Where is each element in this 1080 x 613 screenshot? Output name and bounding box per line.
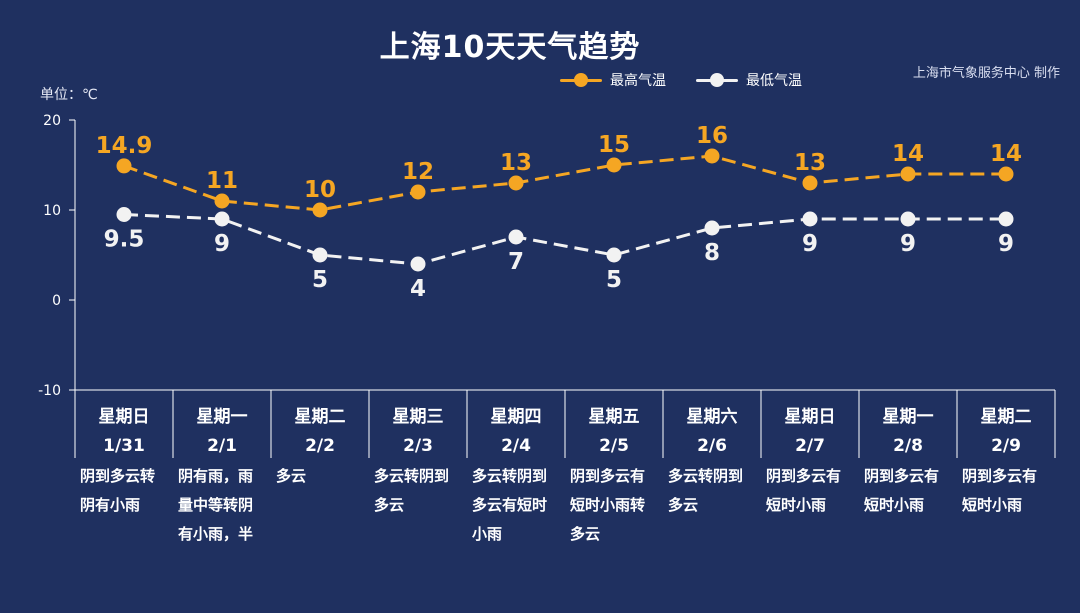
low-temp-label: 9 bbox=[802, 231, 818, 257]
low-temp-label: 9 bbox=[214, 231, 230, 257]
weather-description: 阴到多云有短时小雨 bbox=[962, 467, 1038, 514]
weather-description: 阴到多云转阴有小雨 bbox=[80, 467, 156, 514]
low-temp-label: 7 bbox=[508, 249, 524, 275]
high-temp-point bbox=[900, 166, 916, 182]
high-temp-label: 14 bbox=[892, 141, 924, 167]
high-temp-label: 15 bbox=[598, 132, 630, 158]
y-tick-label: 0 bbox=[52, 293, 61, 309]
legend-item-high: 最高气温 bbox=[560, 70, 666, 90]
credit-text: 上海市气象服务中心 制作 bbox=[912, 66, 1060, 81]
x-tick-weekday: 星期一 bbox=[197, 407, 248, 427]
low-temp-point bbox=[900, 211, 916, 227]
y-tick-label: 10 bbox=[43, 203, 61, 219]
high-temp-label: 12 bbox=[402, 159, 434, 185]
high-temp-label: 16 bbox=[696, 123, 728, 149]
y-tick-label: 20 bbox=[43, 113, 61, 129]
low-temp-label: 4 bbox=[410, 276, 426, 302]
weather-description: 阴到多云有短时小雨 bbox=[766, 467, 842, 514]
low-temp-label: 8 bbox=[704, 240, 720, 266]
weather-description: 多云 bbox=[276, 467, 307, 485]
x-tick-weekday: 星期日 bbox=[99, 407, 150, 427]
weather-description: 阴有雨，雨量中等转阴有小雨，半 bbox=[178, 467, 254, 543]
weather-description: 多云转阴到多云有短时小雨 bbox=[472, 467, 548, 543]
high-temp-line bbox=[123, 154, 1006, 212]
high-temp-label: 14 bbox=[990, 141, 1022, 167]
weather-description: 阴到多云有短时小雨 bbox=[864, 467, 940, 514]
high-temp-point bbox=[998, 166, 1014, 182]
high-temp-point bbox=[214, 193, 230, 209]
x-tick-weekday: 星期六 bbox=[687, 406, 738, 427]
x-tick-weekday: 星期一 bbox=[883, 407, 934, 427]
y-tick-label: -10 bbox=[38, 383, 61, 399]
x-tick-date: 2/5 bbox=[599, 436, 629, 456]
high-temp-label: 11 bbox=[206, 168, 238, 194]
high-temp-point bbox=[606, 157, 622, 173]
low-temp-label: 9 bbox=[998, 231, 1014, 257]
x-tick-weekday: 星期日 bbox=[785, 407, 836, 427]
low-temp-label: 9.5 bbox=[104, 227, 145, 253]
low-temp-point bbox=[998, 211, 1014, 227]
weather-description: 阴到多云有短时小雨转多云 bbox=[570, 467, 646, 543]
low-temp-point bbox=[802, 211, 818, 227]
legend-low-label: 最低气温 bbox=[746, 73, 802, 89]
legend-high-swatch bbox=[560, 73, 602, 87]
x-tick-date: 2/7 bbox=[795, 436, 825, 456]
chart-title: 上海10天天气趋势 bbox=[379, 30, 641, 65]
x-tick-date: 1/31 bbox=[103, 436, 145, 456]
x-tick-date: 2/8 bbox=[893, 436, 923, 456]
low-temp-point bbox=[312, 247, 328, 263]
x-tick-weekday: 星期四 bbox=[491, 407, 542, 427]
legend-high-label: 最高气温 bbox=[610, 73, 666, 89]
legend-item-low: 最低气温 bbox=[696, 70, 802, 90]
x-tick-date: 2/2 bbox=[305, 436, 335, 456]
high-temp-point bbox=[410, 184, 426, 200]
high-temp-label: 10 bbox=[304, 177, 336, 203]
low-temp-label: 9 bbox=[900, 231, 916, 257]
low-temp-point bbox=[606, 247, 622, 263]
x-tick-date: 2/6 bbox=[697, 436, 727, 456]
unit-label: 单位：℃ bbox=[40, 87, 98, 103]
x-tick-weekday: 星期二 bbox=[981, 407, 1032, 427]
low-temp-label: 5 bbox=[606, 267, 622, 293]
high-temp-label: 13 bbox=[500, 150, 532, 176]
x-tick-date: 2/3 bbox=[403, 436, 433, 456]
high-temp-label: 14.9 bbox=[96, 133, 153, 159]
low-temp-line bbox=[123, 213, 1006, 266]
low-temp-label: 5 bbox=[312, 267, 328, 293]
high-temp-point bbox=[116, 158, 132, 174]
legend-low-swatch bbox=[696, 73, 738, 87]
weather-description: 多云转阴到多云 bbox=[374, 467, 450, 514]
x-tick-date: 2/9 bbox=[991, 436, 1021, 456]
x-tick-weekday: 星期二 bbox=[295, 407, 346, 427]
high-temp-point bbox=[312, 202, 328, 218]
x-tick-weekday: 星期五 bbox=[589, 407, 640, 427]
low-temp-point bbox=[116, 207, 132, 222]
low-temp-point bbox=[214, 211, 230, 227]
low-temp-point bbox=[508, 229, 524, 245]
low-temp-point bbox=[704, 220, 720, 236]
low-temp-point bbox=[410, 256, 426, 272]
x-tick-weekday: 星期三 bbox=[393, 407, 444, 427]
weather-description: 多云转阴到多云 bbox=[668, 467, 744, 514]
high-temp-point bbox=[704, 148, 720, 164]
high-temp-label: 13 bbox=[794, 150, 826, 176]
x-tick-date: 2/4 bbox=[501, 436, 531, 456]
x-tick-date: 2/1 bbox=[207, 436, 237, 456]
high-temp-point bbox=[802, 175, 818, 191]
high-temp-point bbox=[508, 175, 524, 191]
legend: 最高气温 最低气温 bbox=[560, 70, 802, 90]
